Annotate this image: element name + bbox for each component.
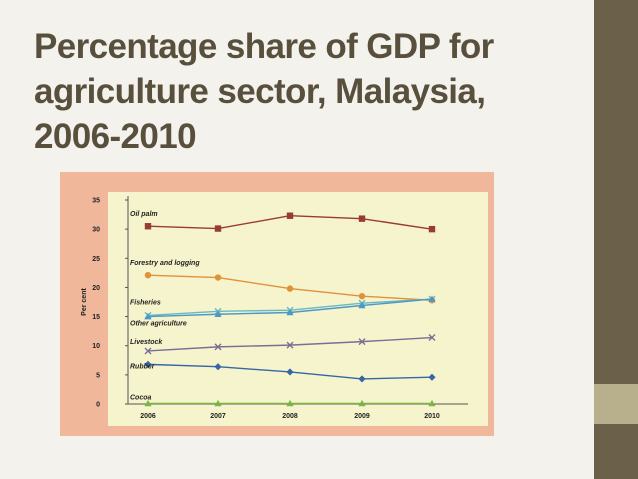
data-point bbox=[358, 399, 366, 407]
data-point bbox=[428, 295, 436, 302]
data-point bbox=[214, 363, 222, 371]
data-point bbox=[428, 334, 436, 342]
x-tick-label: 2006 bbox=[140, 413, 156, 420]
data-point bbox=[358, 292, 366, 300]
data-point bbox=[358, 375, 366, 383]
data-point bbox=[144, 223, 152, 230]
data-point bbox=[144, 271, 152, 279]
data-point bbox=[286, 399, 294, 407]
y-tick-label: 20 bbox=[92, 285, 100, 292]
y-tick-label: 15 bbox=[92, 314, 100, 321]
chart-frame: 0 5 10 15 20 25 30 35 2006 2007 2008 2009 2010 Oil p… bbox=[60, 172, 494, 436]
title-line-2: agriculture sector, Malaysia, bbox=[34, 72, 486, 111]
title-line-3: 2006-2010 bbox=[34, 117, 197, 156]
series-oil-palm: Oil palm bbox=[130, 211, 436, 233]
data-point bbox=[144, 399, 152, 407]
series-label: Livestock bbox=[130, 339, 163, 346]
series-other-agriculture: Other agriculture bbox=[130, 295, 436, 328]
decorative-side-accent bbox=[594, 384, 638, 424]
data-point bbox=[144, 312, 152, 320]
series-label: Rubber bbox=[130, 363, 156, 370]
data-point bbox=[214, 399, 222, 407]
data-point bbox=[214, 343, 222, 351]
data-point bbox=[428, 225, 436, 233]
x-tick-label: 2007 bbox=[210, 413, 226, 420]
data-point bbox=[428, 399, 436, 407]
series-label: Oil palm bbox=[130, 211, 158, 218]
series-label: Cocoa bbox=[130, 394, 152, 401]
data-point bbox=[358, 301, 366, 309]
y-tick-label: 0 bbox=[96, 402, 100, 409]
y-tick-label: 35 bbox=[92, 198, 100, 205]
line-chart: 0 5 10 15 20 25 30 35 2006 2007 2008 2009 2010 Oil p… bbox=[81, 192, 488, 426]
series-cocoa: Cocoa bbox=[130, 394, 436, 407]
x-tick-label: 2010 bbox=[424, 413, 440, 420]
data-point bbox=[286, 212, 294, 219]
data-point bbox=[286, 341, 294, 349]
data-point bbox=[358, 338, 366, 346]
data-point bbox=[286, 368, 294, 376]
series-label: Fisheries bbox=[130, 299, 161, 306]
slide-title: Percentage share of GDP for agriculture … bbox=[34, 24, 574, 159]
data-point bbox=[286, 285, 294, 292]
data-point bbox=[214, 225, 222, 232]
x-tick-label: 2009 bbox=[354, 413, 370, 420]
y-tick-label: 25 bbox=[92, 256, 100, 263]
y-tick-label: 30 bbox=[92, 227, 100, 234]
y-tick-label: 10 bbox=[92, 343, 100, 350]
title-line-1: Percentage share of GDP for bbox=[34, 27, 494, 66]
data-point bbox=[214, 274, 222, 281]
y-axis-label: Per cent bbox=[81, 288, 88, 316]
x-tick-label: 2008 bbox=[282, 413, 298, 420]
data-point bbox=[144, 360, 152, 368]
data-point bbox=[358, 215, 366, 222]
series-livestock: Livestock bbox=[130, 334, 436, 355]
y-tick-label: 5 bbox=[96, 372, 100, 379]
data-point bbox=[286, 308, 294, 316]
series-forestry-and-logging: Forestry and logging bbox=[130, 260, 436, 304]
series-label: Forestry and logging bbox=[130, 260, 200, 267]
data-point bbox=[214, 310, 222, 318]
series-label: Other agriculture bbox=[130, 321, 187, 328]
data-point bbox=[144, 347, 152, 355]
